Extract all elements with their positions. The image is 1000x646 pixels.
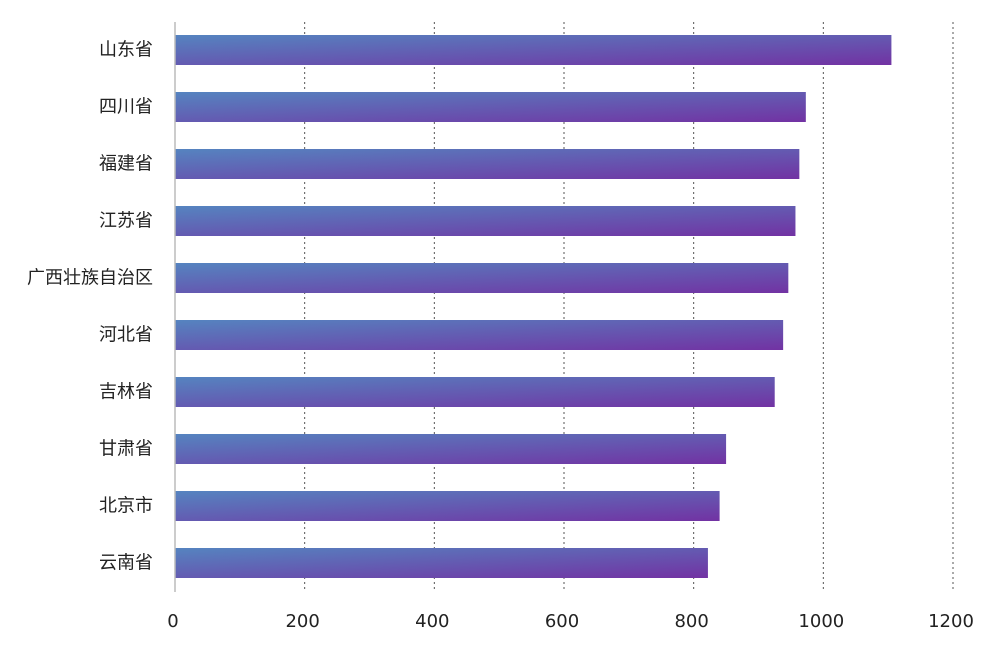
category-label: 北京市	[99, 496, 153, 517]
bar-2	[175, 92, 806, 122]
x-tick-label: 800	[674, 611, 708, 632]
category-label: 福建省	[99, 154, 153, 175]
category-label: 山东省	[99, 40, 153, 61]
category-label: 四川省	[99, 97, 153, 118]
x-tick-label: 200	[285, 611, 319, 632]
category-label: 云南省	[99, 553, 153, 574]
bar-3	[175, 149, 800, 179]
x-tick-label: 400	[415, 611, 449, 632]
x-tick-label: 1000	[798, 611, 844, 632]
bar-5	[175, 263, 789, 293]
bar-1	[175, 35, 892, 65]
bar-8	[175, 434, 727, 464]
category-label: 吉林省	[99, 382, 153, 403]
x-tick-label: 1200	[928, 611, 974, 632]
bar-4	[175, 206, 796, 236]
bar-9	[175, 491, 720, 521]
bar-10	[175, 548, 708, 578]
category-label: 广西壮族自治区	[27, 268, 153, 289]
x-tick-label: 0	[167, 611, 178, 632]
bar-6	[175, 320, 784, 350]
category-label: 甘肃省	[99, 439, 153, 460]
x-tick-labels: 0 200 400 600 800 1000 1200	[167, 611, 974, 632]
bars	[175, 35, 892, 578]
bar-7	[175, 377, 775, 407]
category-label: 河北省	[99, 325, 153, 346]
category-label: 江苏省	[99, 211, 153, 232]
x-tick-label: 600	[545, 611, 579, 632]
